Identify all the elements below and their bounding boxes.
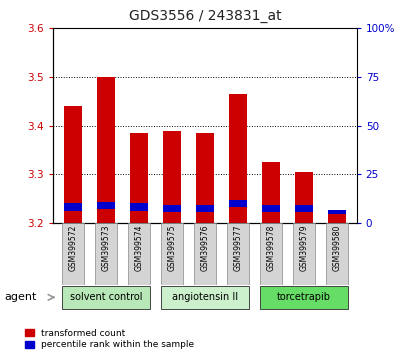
Text: GSM399573: GSM399573 <box>101 225 110 272</box>
Text: solvent control: solvent control <box>70 292 142 302</box>
Bar <box>97 202 115 210</box>
Bar <box>127 223 150 285</box>
Text: GSM399575: GSM399575 <box>167 225 176 272</box>
Bar <box>62 286 150 308</box>
Bar <box>196 133 213 223</box>
Bar <box>130 133 148 223</box>
Bar <box>226 223 249 285</box>
Text: GSM399578: GSM399578 <box>266 225 275 271</box>
Text: GSM399579: GSM399579 <box>299 225 308 272</box>
Bar <box>228 94 247 223</box>
Text: GSM399577: GSM399577 <box>233 225 242 272</box>
Bar <box>196 205 213 212</box>
Legend: transformed count, percentile rank within the sample: transformed count, percentile rank withi… <box>25 329 194 349</box>
Bar <box>162 131 181 223</box>
Bar <box>130 203 148 211</box>
Bar <box>97 77 115 223</box>
Bar <box>193 223 216 285</box>
Bar <box>160 286 249 308</box>
Text: angiotensin II: angiotensin II <box>171 292 238 302</box>
Bar <box>292 223 315 285</box>
Bar <box>325 223 347 285</box>
Bar <box>294 172 312 223</box>
Bar <box>261 205 279 212</box>
Bar <box>94 223 117 285</box>
Bar <box>327 211 345 223</box>
Bar <box>259 286 347 308</box>
Bar <box>62 223 84 285</box>
Text: agent: agent <box>4 292 36 302</box>
Bar <box>261 162 279 223</box>
Text: GSM399574: GSM399574 <box>134 225 143 272</box>
Bar <box>294 205 312 212</box>
Bar <box>162 205 181 212</box>
Bar <box>64 203 82 211</box>
Text: GSM399572: GSM399572 <box>68 225 77 271</box>
Bar <box>160 223 183 285</box>
Bar <box>228 200 247 207</box>
Text: GSM399580: GSM399580 <box>332 225 341 271</box>
Text: GSM399576: GSM399576 <box>200 225 209 272</box>
Text: torcetrapib: torcetrapib <box>276 292 330 302</box>
Bar <box>327 210 345 214</box>
Bar <box>259 223 282 285</box>
Text: GDS3556 / 243831_at: GDS3556 / 243831_at <box>128 9 281 23</box>
Bar <box>64 106 82 223</box>
